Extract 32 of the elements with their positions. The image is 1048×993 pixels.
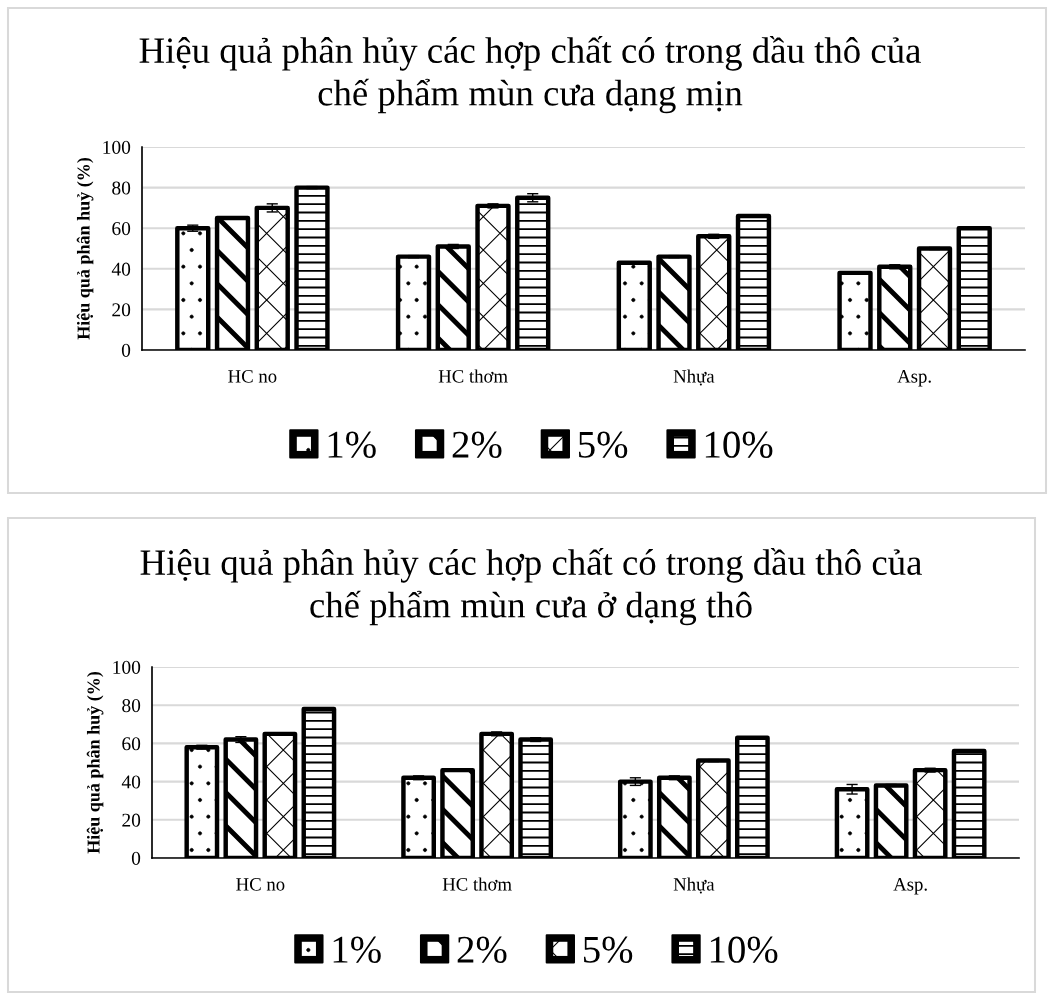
- y-tick-label: 100: [103, 140, 131, 154]
- legend-label: 10%: [710, 936, 778, 963]
- y-tick-label: 80: [112, 181, 131, 195]
- x-tick-label: HC thơm: [442, 877, 512, 891]
- y-tick-label: 40: [121, 775, 141, 789]
- y-tick-label: 60: [122, 737, 141, 751]
- x-tick-label: Nhựa: [673, 369, 715, 386]
- y-axis-title: Hiệu quả phân huỷ (%): [86, 671, 104, 854]
- legend-label: 2%: [457, 936, 507, 963]
- legend-label: 2%: [452, 431, 502, 458]
- y-tick-label: 100: [113, 660, 141, 674]
- x-tick-label: Asp.: [893, 878, 927, 895]
- chart-title: Hiệu quả phân hủy các hợp chất có trong dầu thô của chế phẩm mùn cưa dạng mịn: [139, 36, 921, 114]
- legend-label: 10%: [705, 431, 773, 458]
- chart-title: Hiệu quả phân hủy các hợp chất có trong dầu thô của chế phẩm mùn cưa ở dạng thô: [140, 548, 922, 626]
- legend-label: 1%: [333, 936, 381, 963]
- x-tick-label: Asp.: [897, 370, 931, 387]
- x-tick-label: Nhựa: [673, 877, 715, 894]
- y-tick-label: 0: [121, 343, 131, 357]
- y-tick-label: 40: [111, 262, 131, 276]
- y-tick-label: 0: [131, 851, 141, 865]
- y-tick-label: 60: [112, 222, 131, 236]
- y-tick-label: 80: [122, 699, 141, 713]
- y-tick-label: 20: [122, 813, 141, 827]
- x-tick-label: HC thơm: [438, 369, 508, 383]
- x-tick-label: HC no: [236, 878, 285, 891]
- legend-label: 5%: [578, 431, 628, 458]
- x-tick-label: HC no: [228, 370, 277, 383]
- legend-label: 1%: [328, 431, 376, 458]
- legend-label: 5%: [583, 936, 633, 963]
- y-tick-label: 20: [112, 303, 131, 317]
- y-axis-title: Hiệu quả phân huỷ (%): [76, 157, 94, 340]
